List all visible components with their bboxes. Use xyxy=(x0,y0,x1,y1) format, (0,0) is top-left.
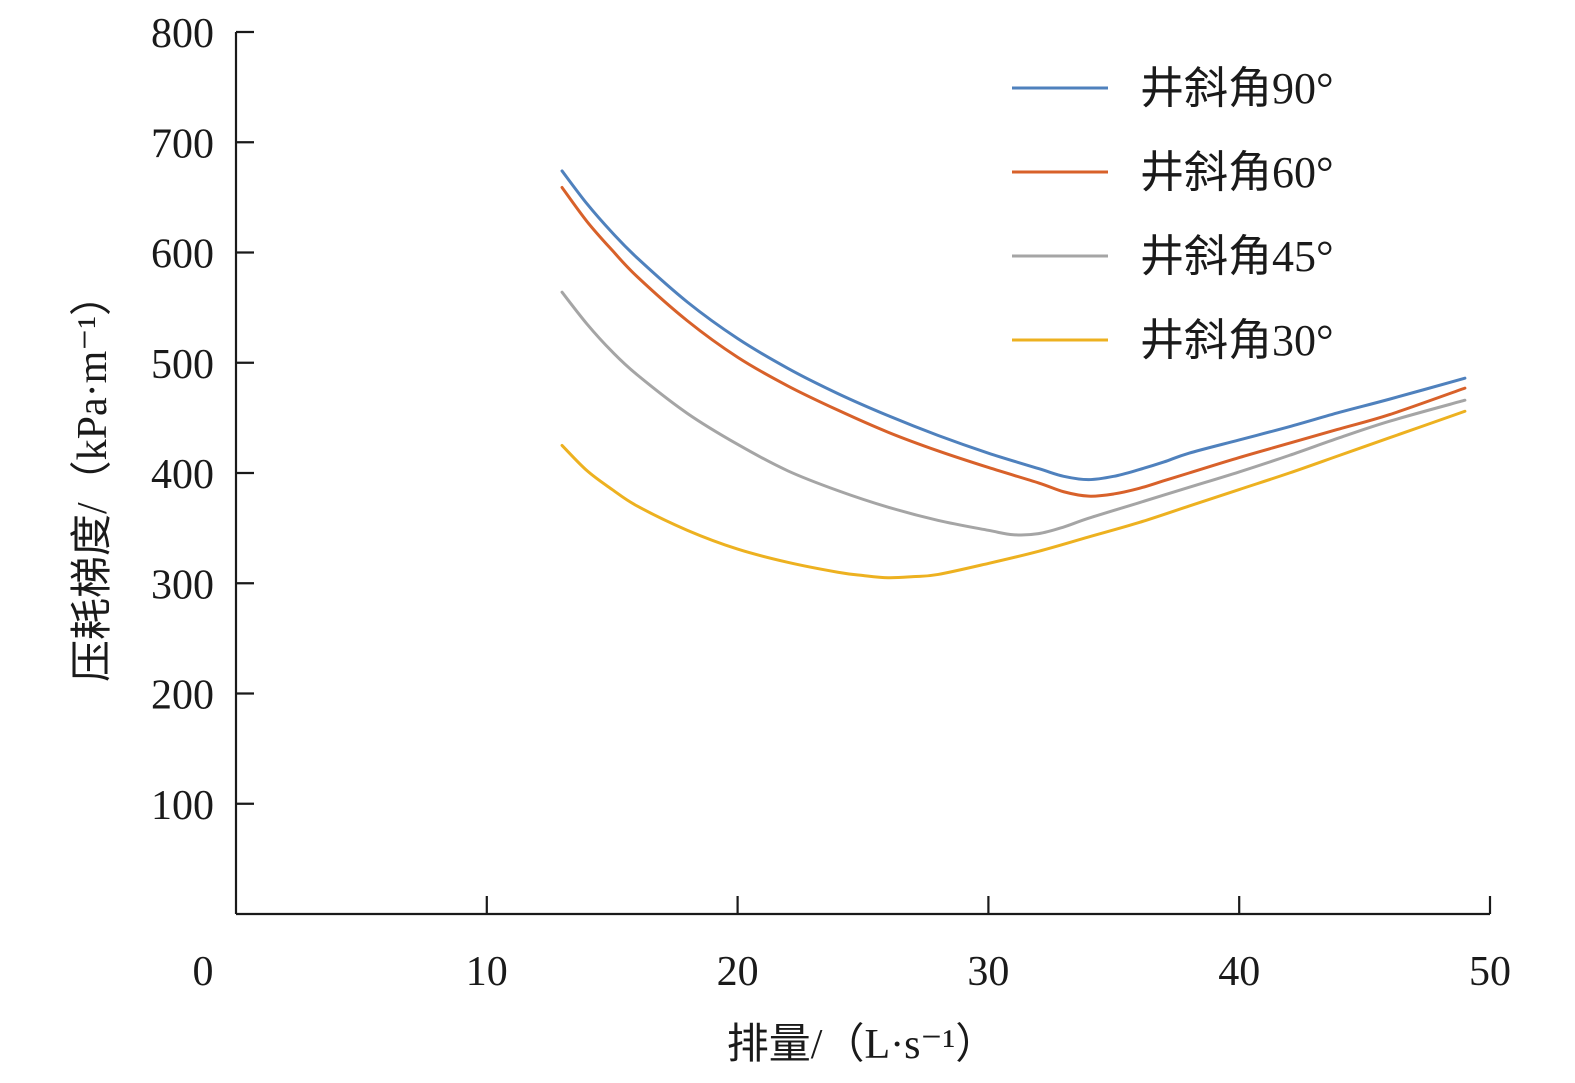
series-line-3 xyxy=(560,290,1467,537)
x-tick-label: 50 xyxy=(1469,949,1511,995)
y-tick-label: 100 xyxy=(151,783,214,829)
series-line-4 xyxy=(560,409,1467,580)
x-tick-label: 0 xyxy=(193,949,214,995)
y-tick-label: 200 xyxy=(151,673,214,719)
y-tick-label: 700 xyxy=(151,121,214,167)
axes: 0 10 20 30 40 50 100 200 300 400 500 600 700 800 xyxy=(151,11,1511,995)
x-tick-label: 30 xyxy=(967,949,1009,995)
x-tick-label: 40 xyxy=(1218,949,1260,995)
legend-label-1: 井斜角90° xyxy=(1140,64,1334,113)
series-line-2 xyxy=(560,185,1467,498)
y-tick-label: 400 xyxy=(151,452,214,498)
x-tick-label: 20 xyxy=(717,949,759,995)
legend-label-3: 井斜角45° xyxy=(1140,232,1334,281)
y-tick-label: 500 xyxy=(151,342,214,388)
series-line-1 xyxy=(560,169,1467,482)
x-axis-title: 排量/（L·s⁻¹） xyxy=(727,1022,997,1068)
legend-label-2: 井斜角60° xyxy=(1140,148,1334,197)
legend: 井斜角90° 井斜角60° 井斜角45° 井斜角30° xyxy=(1012,64,1334,365)
legend-label-4: 井斜角30° xyxy=(1140,316,1334,365)
y-tick-label: 800 xyxy=(151,11,214,57)
y-axis-title: 压耗梯度/（kPa·m⁻¹） xyxy=(70,274,116,682)
y-tick-label: 300 xyxy=(151,562,214,608)
x-tick-label: 10 xyxy=(466,949,508,995)
series-group xyxy=(560,169,1467,580)
y-tick-label: 600 xyxy=(151,232,214,278)
